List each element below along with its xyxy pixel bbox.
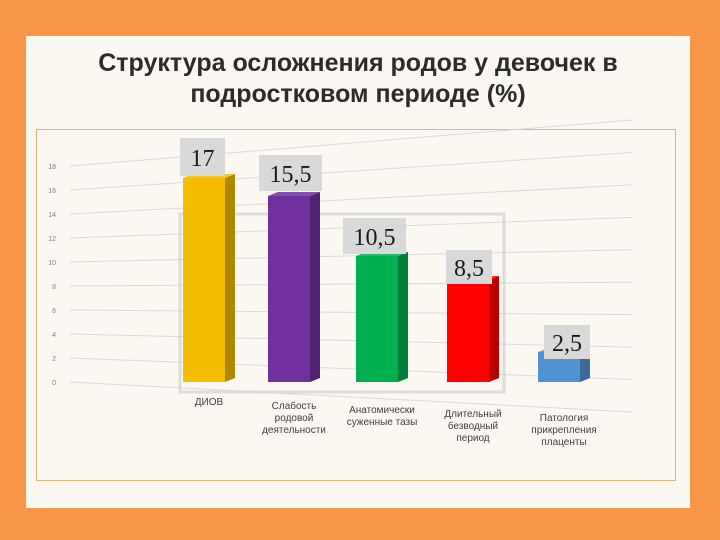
data-label: 8,5 [454, 256, 484, 282]
data-label-box [544, 325, 590, 359]
gridline [69, 281, 633, 287]
y-tick-label: 4 [52, 332, 56, 339]
y-tick-label: 12 [48, 236, 56, 243]
x-tick-label: родовой [275, 413, 314, 424]
bar-side [225, 174, 235, 382]
y-tick-label: 0 [52, 380, 56, 387]
bar [183, 178, 225, 382]
x-tick-label: Патология [540, 413, 589, 424]
y-tick-label: 10 [48, 260, 56, 267]
data-label: 17 [191, 146, 215, 172]
data-label-box [343, 218, 406, 254]
gridline [69, 151, 633, 191]
bar-side [398, 252, 408, 382]
gridline [69, 333, 633, 348]
data-label: 15,5 [270, 162, 312, 188]
gridline [69, 249, 633, 263]
slide-title: Структура осложнения родов у девочек в п… [26, 48, 690, 110]
x-tick-label: Слабость [272, 400, 317, 412]
y-tick-label: 18 [48, 164, 56, 171]
plot-area-outline [178, 212, 506, 394]
bar-side [310, 192, 320, 382]
x-tick-label: безводный [448, 420, 498, 432]
gridline [69, 381, 633, 413]
y-tick-label: 6 [52, 308, 56, 315]
data-label: 10,5 [354, 225, 396, 251]
x-tick-label: ДИОВ [195, 397, 224, 408]
gridline [69, 309, 633, 316]
bar-top [268, 192, 320, 196]
x-tick-label: плаценты [541, 437, 586, 448]
x-tick-label: прикрепления [531, 425, 596, 436]
y-tick-label: 14 [48, 212, 56, 219]
data-label-box [259, 155, 322, 191]
data-label: 2,5 [552, 331, 582, 357]
x-tick-label: период [456, 433, 489, 444]
x-tick-label: Анатомически [349, 405, 415, 416]
x-tick-label: суженные тазы [347, 417, 418, 428]
y-tick-label: 2 [52, 356, 56, 363]
x-tick-label: деятельности [262, 425, 326, 436]
chart-frame [36, 129, 676, 481]
bar [356, 256, 398, 382]
bar [268, 196, 310, 382]
bar [447, 280, 489, 382]
title-line-2: подростковом периоде (%) [190, 80, 526, 108]
x-tick-label: Длительный [444, 409, 501, 420]
y-tick-label: 16 [48, 188, 56, 195]
title-line-1: Структура осложнения родов у девочек в [98, 49, 618, 77]
gridline [69, 119, 633, 167]
bar-side [489, 276, 499, 382]
y-tick-label: 8 [52, 284, 56, 291]
gridline [69, 184, 633, 215]
data-label-box [446, 250, 492, 284]
data-label-box [180, 138, 225, 176]
